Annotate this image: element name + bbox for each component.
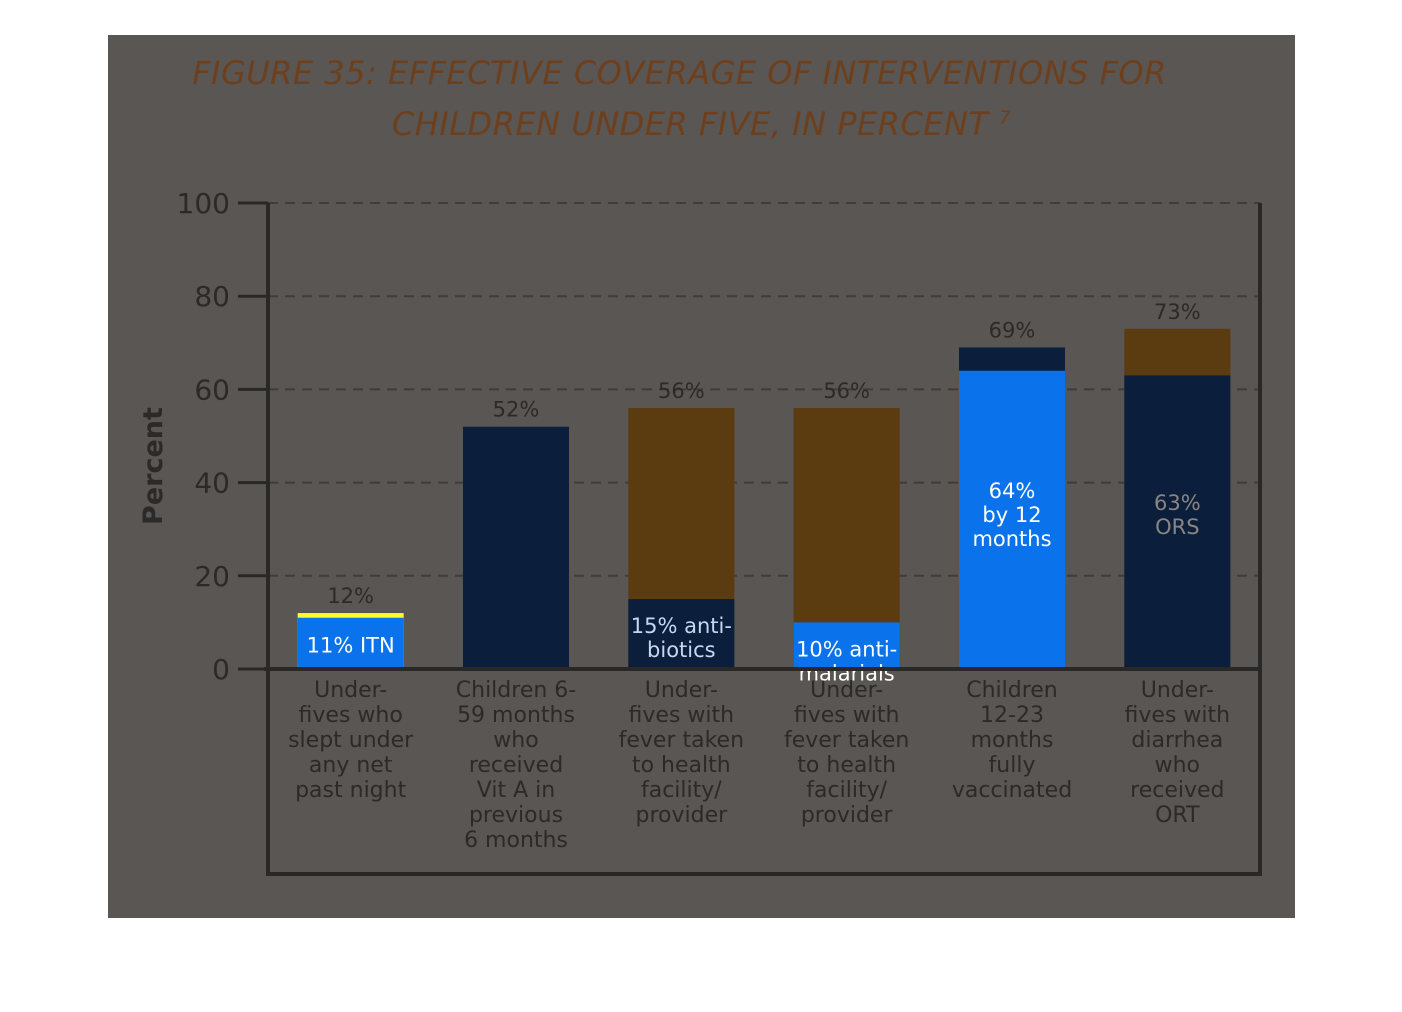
category-label: Under- (810, 678, 883, 703)
category-label: Children 6- (456, 678, 576, 703)
category-label: provider (635, 803, 728, 828)
y-tick-label: 60 (194, 373, 230, 406)
bar-inner (628, 599, 735, 669)
bar-inner-label: 11% ITN (307, 633, 395, 657)
bar-inner-label: malarials (799, 661, 895, 685)
category-label: fives with (1125, 703, 1231, 728)
title-footnote: 7 (999, 107, 1012, 129)
category-label: past night (295, 778, 406, 803)
category-label: vaccinated (952, 778, 1072, 803)
category-label: who (493, 728, 538, 753)
category-label: to health (632, 753, 731, 778)
category-label: fives with (794, 703, 900, 728)
bar-inner-label: 15% anti- (631, 614, 732, 638)
category-label: who (1155, 753, 1200, 778)
category-label: 6 months (464, 828, 568, 853)
bar-inner (297, 617, 404, 669)
bar-inner-label: months (972, 527, 1051, 551)
bar-total-label: 73% (1154, 300, 1201, 324)
category-label: Under- (314, 678, 387, 703)
category-label: slept under (288, 728, 414, 753)
category-label: received (1130, 778, 1224, 803)
category-label: diarrhea (1131, 728, 1223, 753)
bar-total (463, 426, 569, 669)
category-label: any net (309, 753, 393, 778)
category-label: facility/ (806, 778, 887, 803)
category-label: provider (801, 803, 894, 828)
bar-inner (959, 370, 1065, 669)
bar-inner-label: ORS (1155, 515, 1199, 539)
category-label: Under- (645, 678, 718, 703)
category-label: Children (966, 678, 1058, 703)
category-label: months (971, 728, 1054, 753)
bar-inner-label: by 12 (982, 503, 1041, 527)
chart-panel: FIGURE 35: EFFECTIVE COVERAGE OF INTERVE… (108, 35, 1295, 918)
category-label: 12-23 (980, 703, 1044, 728)
category-label: fever taken (619, 728, 744, 753)
category-label: previous (469, 803, 563, 828)
category-label: fives with (629, 703, 735, 728)
y-tick-label: 40 (194, 467, 230, 500)
bar-inner-label: 63% (1154, 491, 1201, 515)
bar-inner-label: 64% (989, 479, 1036, 503)
bar-total-label: 69% (989, 318, 1036, 342)
category-label: ORT (1155, 803, 1200, 828)
category-label: 59 months (457, 703, 575, 728)
y-tick-label: 0 (212, 653, 230, 686)
category-label: fives who (299, 703, 403, 728)
chart-title-text1: FIGURE 35: EFFECTIVE COVERAGE OF INTERVE… (192, 54, 1167, 92)
bar-inner (1124, 375, 1231, 669)
category-label: received (469, 753, 563, 778)
bar-inner (793, 622, 900, 669)
y-tick-label: 20 (194, 560, 230, 593)
category-label: fully (989, 753, 1036, 778)
chart-title-line2: CHILDREN UNDER FIVE, IN PERCENT 7 (108, 105, 1295, 143)
bar-total-label: 52% (493, 398, 540, 422)
bar-total-label: 56% (658, 379, 705, 403)
category-label: Vit A in (477, 778, 555, 803)
chart-title-text2: CHILDREN UNDER FIVE, IN PERCENT (391, 105, 989, 143)
bar-inner-label: biotics (647, 638, 716, 662)
y-axis-label: Percent (138, 407, 169, 525)
bar-total-label: 12% (327, 584, 374, 608)
category-label: to health (797, 753, 896, 778)
bar-total-label: 56% (823, 379, 870, 403)
chart-title-line1: FIGURE 35: EFFECTIVE COVERAGE OF INTERVE… (86, 54, 1273, 92)
category-label: Under- (1141, 678, 1214, 703)
y-tick-label: 80 (194, 280, 230, 313)
category-label: fever taken (784, 728, 909, 753)
y-tick-label: 100 (177, 187, 230, 220)
bar-inner-label: 10% anti- (796, 637, 897, 661)
category-label: facility/ (641, 778, 722, 803)
